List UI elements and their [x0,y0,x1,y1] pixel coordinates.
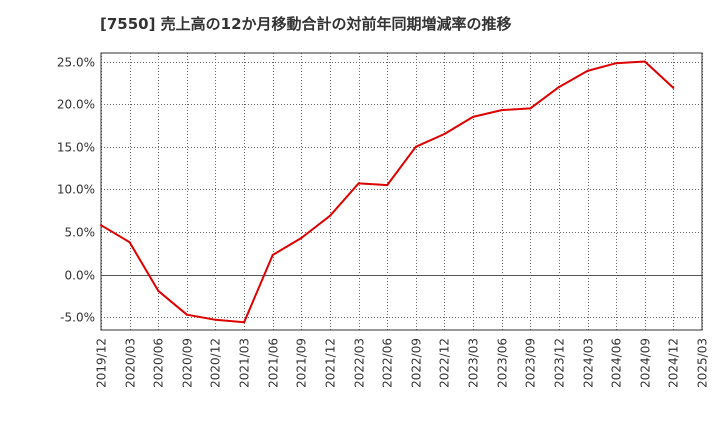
x-tick-label: 2020/03 [124,338,138,388]
x-tick-label: 2021/09 [295,338,309,388]
x-tick-label: 2022/12 [438,338,452,388]
data-point [157,289,160,292]
data-point [443,133,446,135]
x-tick-label: 2023/06 [496,338,510,388]
data-point [128,241,131,244]
x-tick-label: 2024/03 [582,338,596,388]
x-tick-label: 2021/12 [324,338,338,388]
data-point [243,321,246,324]
data-point [100,224,102,227]
x-tick-label: 2024/09 [639,338,653,388]
data-point [529,107,532,110]
x-tick-label: 2023/09 [524,338,538,388]
chart-title: [7550] 売上高の12か月移動合計の対前年同期増減率の推移 [100,15,512,33]
x-tick-label: 2020/12 [209,338,223,388]
data-point [615,62,618,65]
y-axis-ticks: -5.0% 0.0% 5.0% 10.0% 15.0% 20.0% 25.0% [57,56,95,325]
data-point [357,182,360,185]
x-tick-label: 2023/03 [467,338,481,388]
data-point [185,313,188,316]
data-point [214,318,217,321]
y-tick-label: 25.0% [57,56,95,70]
x-tick-label: 2023/12 [553,338,567,388]
y-tick-label: 10.0% [57,183,95,197]
x-tick-label: 2020/09 [181,338,195,388]
data-point [329,214,331,217]
x-tick-label: 2022/06 [381,338,395,388]
x-tick-label: 2022/09 [410,338,424,388]
x-tick-label: 2024/06 [610,338,624,388]
data-point [472,115,474,118]
data-point [300,237,303,239]
data-point [386,184,389,187]
x-tick-label: 2019/12 [95,338,109,388]
y-tick-label: 5.0% [65,226,96,240]
data-point [271,254,274,256]
grid-layer [101,53,703,330]
x-tick-label: 2020/06 [152,338,166,388]
x-tick-label: 2024/12 [667,338,681,388]
y-tick-label: 20.0% [57,98,95,112]
x-axis-ticks: 2019/12 2020/03 2020/06 2020/09 2020/12 2021/… [95,338,710,388]
data-point [672,86,675,89]
data-point [500,109,503,112]
data-point [586,69,589,72]
data-point [557,86,560,89]
x-tick-label: 2021/06 [267,338,281,388]
x-tick-label: 2025/03 [696,338,710,388]
plot-frame [100,52,703,331]
data-point [414,145,417,148]
y-tick-label: 0.0% [65,269,96,283]
y-tick-label: -5.0% [60,311,95,325]
x-tick-label: 2021/03 [238,338,252,388]
y-tick-label: 15.0% [57,141,95,155]
data-point [643,60,646,63]
series-layer [100,60,675,324]
x-tick-label: 2022/03 [353,338,367,388]
